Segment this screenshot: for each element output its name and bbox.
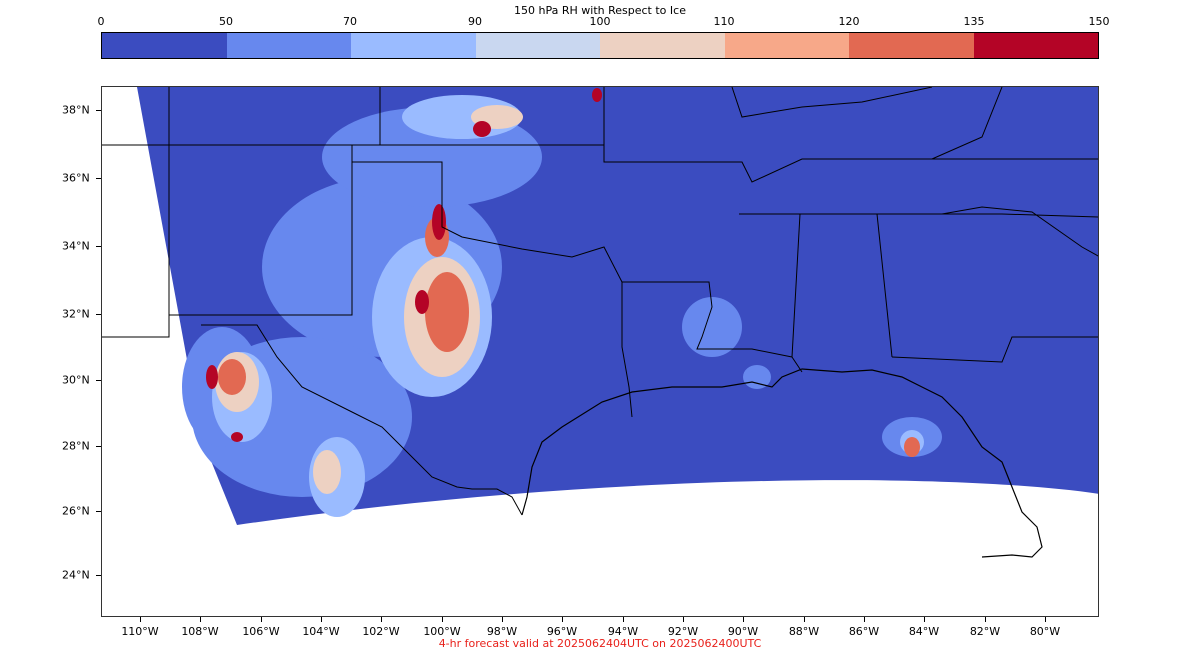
lon-tick — [804, 617, 805, 622]
colorbar-segment — [226, 33, 351, 58]
lon-label: 84°W — [908, 625, 940, 638]
colorbar-segment — [102, 33, 227, 58]
colorbar-tick-label: 90 — [468, 15, 482, 28]
colorbar-title: 150 hPa RH with Respect to Ice — [514, 4, 686, 17]
lon-tick — [623, 617, 624, 622]
colorbar-segment — [973, 33, 1098, 58]
lon-tick — [864, 617, 865, 622]
lon-tick — [562, 617, 563, 622]
lat-tick — [96, 314, 101, 315]
lon-tick — [743, 617, 744, 622]
lon-label: 110°W — [121, 625, 159, 638]
lon-label: 98°W — [486, 625, 518, 638]
lat-tick — [96, 511, 101, 512]
lon-tick — [502, 617, 503, 622]
colorbar-tick-label: 120 — [838, 15, 860, 28]
lat-tick — [96, 380, 101, 381]
lon-label: 102°W — [362, 625, 400, 638]
lat-tick — [96, 575, 101, 576]
lon-tick — [261, 617, 262, 622]
colorbar-tick-label: 135 — [963, 15, 985, 28]
lat-label: 30°N — [62, 373, 90, 387]
lon-tick — [442, 617, 443, 622]
lon-label: 80°W — [1029, 625, 1061, 638]
lon-tick — [924, 617, 925, 622]
lat-label: 26°N — [62, 504, 90, 518]
colorbar-tick-label: 0 — [97, 15, 105, 28]
lon-label: 92°W — [667, 625, 699, 638]
lon-label: 104°W — [302, 625, 340, 638]
coastline — [521, 368, 1043, 558]
lon-tick — [381, 617, 382, 622]
lon-tick — [985, 617, 986, 622]
lon-tick — [140, 617, 141, 622]
lon-label: 90°W — [727, 625, 759, 638]
lon-tick — [683, 617, 684, 622]
map-panel — [101, 86, 1099, 617]
lon-label: 100°W — [423, 625, 461, 638]
lon-label: 94°W — [607, 625, 639, 638]
lat-label: 38°N — [62, 103, 90, 117]
lat-tick — [96, 446, 101, 447]
colorbar-segment — [475, 33, 600, 58]
lat-label: 36°N — [62, 171, 90, 185]
colorbar-segment — [600, 33, 725, 58]
lat-label: 34°N — [62, 239, 90, 253]
lat-tick — [96, 178, 101, 179]
lon-label: 96°W — [546, 625, 578, 638]
lon-tick — [200, 617, 201, 622]
colorbar-tick-label: 100 — [589, 15, 611, 28]
colorbar-tick-label: 110 — [713, 15, 735, 28]
lon-label: 82°W — [969, 625, 1001, 638]
state-borders — [102, 87, 1098, 516]
colorbar-tick-label: 150 — [1088, 15, 1110, 28]
colorbar-segment — [849, 33, 974, 58]
colorbar-segment — [351, 33, 476, 58]
colorbar-tick-label: 50 — [219, 15, 233, 28]
lat-label: 32°N — [62, 307, 90, 321]
lat-label: 28°N — [62, 439, 90, 453]
colorbar — [101, 32, 1099, 59]
colorbar-segment — [724, 33, 849, 58]
lon-label: 86°W — [848, 625, 880, 638]
lon-tick — [1045, 617, 1046, 622]
map-canvas — [102, 87, 1098, 558]
lat-tick — [96, 110, 101, 111]
lon-label: 106°W — [242, 625, 280, 638]
colorbar-tick-label: 70 — [343, 15, 357, 28]
lon-label: 88°W — [788, 625, 820, 638]
lat-label: 24°N — [62, 568, 90, 582]
lon-label: 108°W — [181, 625, 219, 638]
forecast-valid-caption: 4-hr forecast valid at 2025062404UTC on … — [438, 637, 762, 650]
lat-tick — [96, 246, 101, 247]
lon-tick — [321, 617, 322, 622]
